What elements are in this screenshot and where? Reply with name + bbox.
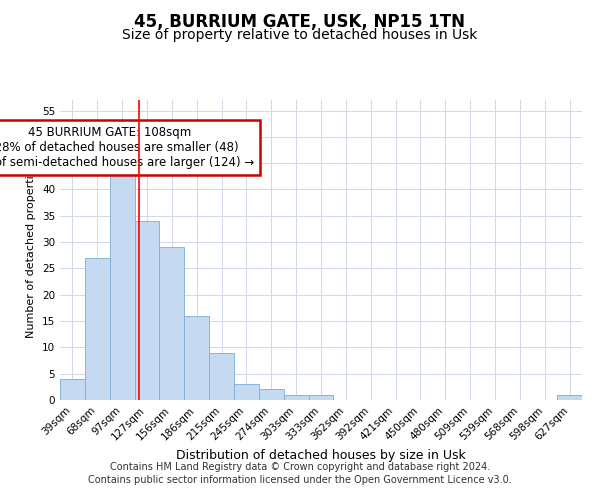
Bar [110, 158, 134, 400]
Bar [234, 384, 259, 400]
X-axis label: Distribution of detached houses by size in Usk: Distribution of detached houses by size … [176, 448, 466, 462]
Text: Contains HM Land Registry data © Crown copyright and database right 2024.: Contains HM Land Registry data © Crown c… [110, 462, 490, 472]
Bar [134, 221, 160, 400]
Bar [308, 394, 334, 400]
Text: 45 BURRIUM GATE: 108sqm
← 28% of detached houses are smaller (48)
72% of semi-de: 45 BURRIUM GATE: 108sqm ← 28% of detache… [0, 126, 254, 170]
Y-axis label: Number of detached properties: Number of detached properties [26, 162, 37, 338]
Bar [60, 379, 85, 400]
Bar [184, 316, 209, 400]
Bar [259, 390, 284, 400]
Bar [284, 394, 308, 400]
Text: Size of property relative to detached houses in Usk: Size of property relative to detached ho… [122, 28, 478, 42]
Text: Contains public sector information licensed under the Open Government Licence v3: Contains public sector information licen… [88, 475, 512, 485]
Bar [160, 248, 184, 400]
Bar [85, 258, 110, 400]
Bar [209, 352, 234, 400]
Bar [557, 394, 582, 400]
Text: 45, BURRIUM GATE, USK, NP15 1TN: 45, BURRIUM GATE, USK, NP15 1TN [134, 12, 466, 30]
